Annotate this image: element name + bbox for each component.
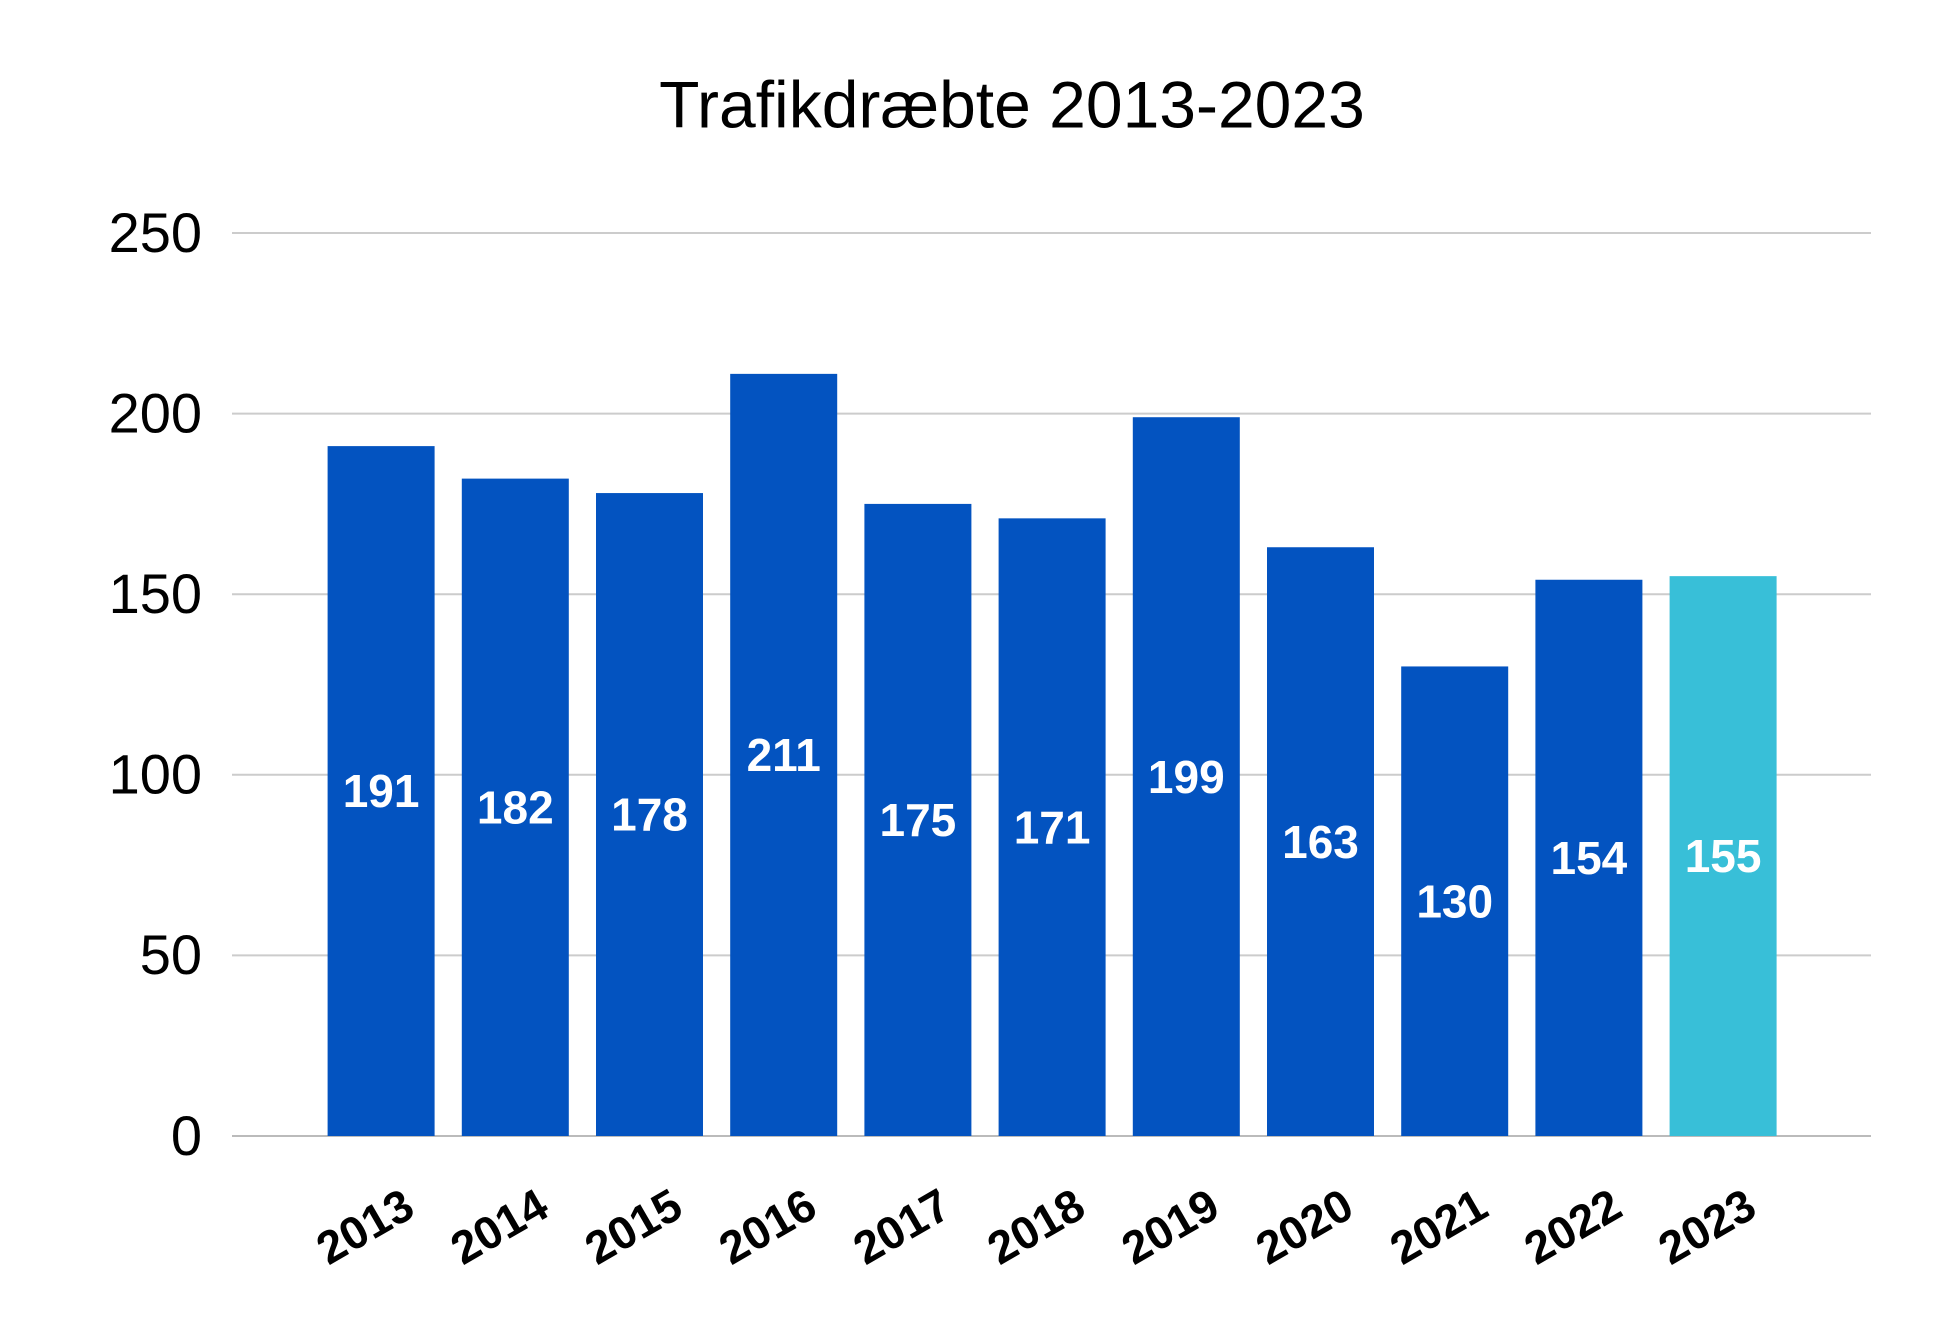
bar [998, 518, 1106, 1136]
value-label: 199 [1148, 751, 1225, 803]
x-tick-label: 2013 [308, 1178, 423, 1274]
x-tick-label: 2015 [576, 1178, 691, 1274]
bar [1267, 547, 1374, 1136]
bar [327, 446, 435, 1136]
x-tick-label: 2020 [1247, 1178, 1362, 1274]
bar [730, 373, 838, 1136]
bar [1535, 579, 1643, 1136]
bar [1669, 576, 1777, 1136]
y-tick-label: 50 [140, 923, 202, 986]
value-label: 155 [1685, 830, 1762, 882]
x-tick-label: 2019 [1113, 1178, 1228, 1274]
y-tick-label: 100 [109, 743, 202, 806]
value-label: 182 [477, 781, 554, 833]
x-tick-label: 2018 [979, 1178, 1094, 1274]
y-tick-label: 150 [109, 562, 202, 625]
value-label: 163 [1282, 816, 1359, 868]
x-tick-label: 2017 [844, 1178, 959, 1274]
value-label: 171 [1014, 801, 1091, 853]
value-label: 178 [611, 789, 688, 841]
value-label: 211 [747, 729, 821, 781]
x-tick-label: 2014 [442, 1178, 557, 1274]
y-tick-label: 250 [109, 201, 202, 264]
bar [1132, 417, 1240, 1136]
x-tick-label: 2021 [1381, 1178, 1496, 1274]
value-label: 130 [1416, 875, 1493, 927]
bar [1401, 666, 1509, 1136]
value-label: 154 [1551, 832, 1628, 884]
chart-title: Trafikdræbte 2013-2023 [659, 67, 1365, 141]
y-tick-label: 200 [109, 381, 202, 444]
bar [461, 478, 569, 1137]
bar [596, 493, 703, 1137]
value-label: 175 [880, 794, 957, 846]
bar [864, 503, 972, 1136]
x-tick-label: 2023 [1650, 1178, 1765, 1274]
x-tick-label: 2022 [1515, 1178, 1630, 1274]
y-tick-label: 0 [171, 1104, 202, 1167]
value-label: 191 [343, 765, 420, 817]
x-tick-label: 2016 [710, 1178, 825, 1274]
